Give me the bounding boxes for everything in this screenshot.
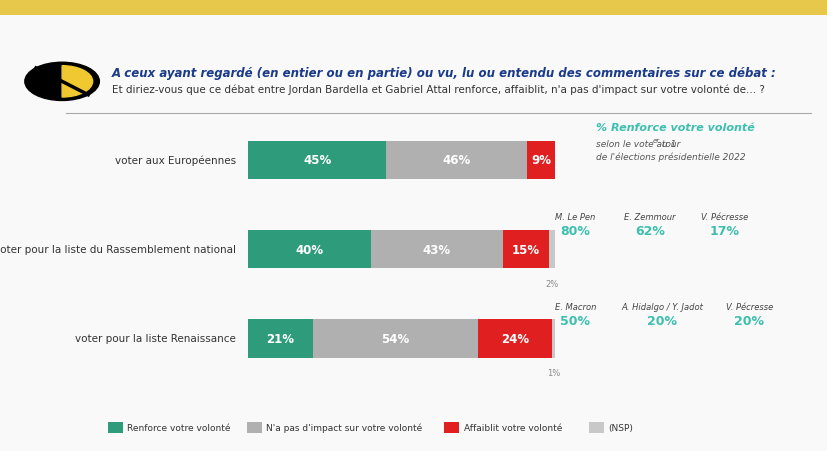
Bar (551, 320, 554, 358)
Text: tour: tour (658, 139, 680, 148)
Text: 43%: 43% (423, 243, 451, 256)
Text: voter pour la liste du Rassemblement national: voter pour la liste du Rassemblement nat… (0, 244, 236, 255)
Text: 40%: 40% (295, 243, 323, 256)
Text: V. Pécresse: V. Pécresse (724, 302, 772, 311)
Text: V. Pécresse: V. Pécresse (700, 213, 748, 222)
Text: 62%: 62% (634, 225, 664, 238)
Text: de l'élections présidentielle 2022: de l'élections présidentielle 2022 (595, 152, 745, 161)
Bar (313, 320, 478, 358)
Text: A ceux ayant regardé (en entier ou en partie) ou vu, lu ou entendu des commentai: A ceux ayant regardé (en entier ou en pa… (112, 67, 776, 80)
Text: 50%: 50% (560, 314, 590, 327)
Text: 20%: 20% (647, 314, 676, 327)
Bar (588, 422, 603, 433)
Text: Affaiblit votre volonté: Affaiblit votre volonté (463, 423, 562, 432)
Text: 15%: 15% (511, 243, 539, 256)
Text: voter aux Européennes: voter aux Européennes (115, 155, 236, 166)
Bar (248, 142, 385, 179)
Text: A. Hidalgo / Y. Jadot: A. Hidalgo / Y. Jadot (621, 302, 702, 311)
Text: 45%: 45% (303, 154, 331, 167)
Text: selon le vote au 1: selon le vote au 1 (595, 139, 676, 148)
Bar (385, 142, 527, 179)
Bar (370, 230, 502, 269)
Bar (444, 422, 459, 433)
Text: Renforce votre volonté: Renforce votre volonté (127, 423, 230, 432)
Text: 54%: 54% (381, 332, 409, 345)
Text: 17%: 17% (709, 225, 739, 238)
Text: 2%: 2% (544, 279, 557, 288)
Text: E. Macron: E. Macron (554, 302, 595, 311)
Bar (248, 230, 370, 269)
Circle shape (25, 63, 99, 101)
Text: 24%: 24% (500, 332, 528, 345)
Wedge shape (62, 67, 93, 98)
Bar (502, 230, 548, 269)
Text: 1%: 1% (546, 368, 559, 377)
Bar (548, 230, 554, 269)
Text: % Renforce votre volonté: % Renforce votre volonté (595, 122, 754, 133)
Text: 46%: 46% (442, 154, 471, 167)
Text: er: er (652, 137, 659, 143)
Bar (247, 422, 262, 433)
Text: Et diriez-vous que ce débat entre Jordan Bardella et Gabriel Attal renforce, aff: Et diriez-vous que ce débat entre Jordan… (112, 84, 763, 95)
Text: (NSP): (NSP) (607, 423, 632, 432)
Text: E. Zemmour: E. Zemmour (624, 213, 675, 222)
Bar (527, 142, 554, 179)
Text: N'a pas d'impact sur votre volonté: N'a pas d'impact sur votre volonté (266, 423, 422, 432)
Bar (248, 320, 313, 358)
Text: M. Le Pen: M. Le Pen (555, 213, 595, 222)
Bar (108, 422, 122, 433)
Text: voter pour la liste Renaissance: voter pour la liste Renaissance (75, 334, 236, 344)
Bar (478, 320, 551, 358)
Text: 21%: 21% (266, 332, 294, 345)
Text: 80%: 80% (560, 225, 590, 238)
Text: 9%: 9% (530, 154, 550, 167)
Text: 20%: 20% (734, 314, 763, 327)
